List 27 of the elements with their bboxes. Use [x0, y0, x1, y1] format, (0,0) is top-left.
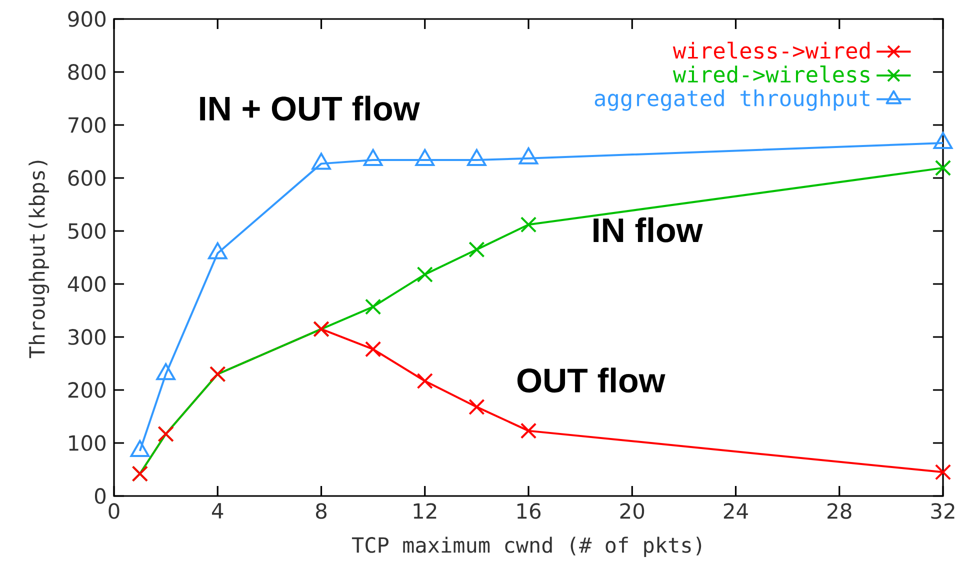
x-tick-label: 12 — [414, 503, 436, 519]
x-tick-label: 16 — [517, 503, 541, 519]
y-tick-label: 600 — [68, 170, 106, 186]
legend-label: wireless->wired — [672, 42, 870, 59]
x-tick-label: 8 — [316, 503, 326, 519]
y-tick-label: 700 — [68, 117, 106, 133]
legend-label: wired->wireless — [672, 66, 870, 83]
x-tick-label: 28 — [828, 503, 852, 519]
annotation: IN flow — [594, 217, 703, 242]
y-axis-title: Throughput(kbps) — [28, 160, 50, 358]
legend-label: aggregated throughput — [594, 89, 870, 111]
y-tick-label: 500 — [68, 223, 106, 239]
y-tick-label: 0 — [94, 488, 106, 504]
x-axis-title: TCP maximum cwnd (# of pkts) — [352, 536, 702, 557]
y-tick-label: 400 — [68, 276, 106, 292]
annotation: OUT flow — [517, 368, 666, 393]
y-tick-label: 800 — [68, 64, 106, 80]
x-tick-label: 20 — [620, 503, 644, 519]
y-tick-label: 900 — [68, 11, 106, 27]
x-tick-label: 0 — [108, 503, 120, 519]
x-tick-label: 32 — [931, 503, 954, 519]
y-tick-label: 200 — [68, 382, 106, 398]
x-tick-label: 4 — [212, 503, 224, 518]
x-tick-label: 24 — [724, 503, 748, 519]
annotation: IN + OUT flow — [200, 96, 420, 121]
y-tick-label: 300 — [68, 329, 106, 345]
y-tick-label: 100 — [69, 435, 106, 451]
